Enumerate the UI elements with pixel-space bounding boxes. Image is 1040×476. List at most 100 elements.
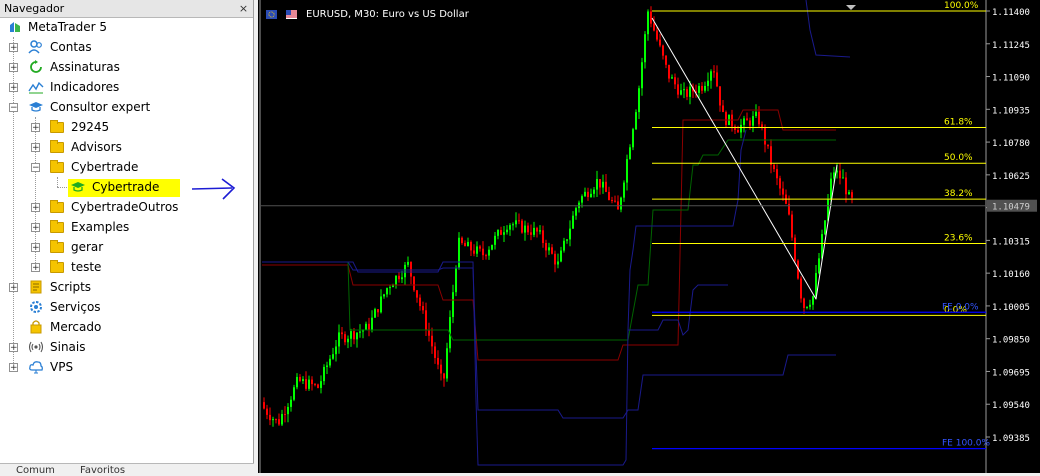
channel-upper (262, 109, 836, 361)
candle-body (266, 408, 268, 415)
candle-body (671, 77, 673, 79)
price-axis-label: 1.10935 (992, 106, 1030, 116)
candle-body (305, 379, 307, 389)
candle-body (842, 177, 844, 179)
candle-body (506, 229, 508, 233)
price-axis-label: 1.10005 (992, 303, 1030, 313)
collapse-icon[interactable]: − (31, 163, 40, 173)
tab-favoritos[interactable]: Favoritos (80, 465, 126, 476)
candle-body (296, 376, 298, 388)
tree-item-cybertradeoutros[interactable]: + CybertradeOutros (0, 197, 250, 217)
folder-icon (50, 260, 64, 273)
candle-body (605, 181, 607, 192)
tree-root-metatrader[interactable]: MetaTrader 5 (0, 17, 250, 37)
expand-icon[interactable]: + (31, 203, 40, 213)
candle-body (557, 261, 559, 265)
candle-body (422, 306, 424, 311)
candle-body (632, 129, 634, 148)
expand-icon[interactable]: + (31, 243, 40, 253)
candle-body (512, 224, 514, 226)
close-icon[interactable]: × (238, 2, 249, 15)
candle-body (338, 332, 340, 347)
tree-item-29245[interactable]: + 29245 (0, 117, 250, 137)
candle-body (356, 332, 358, 340)
candle-body (830, 178, 832, 200)
tree-item-mercado[interactable]: Mercado (0, 317, 250, 337)
candle-body (413, 276, 415, 291)
price-axis-label: 1.10315 (992, 237, 1030, 247)
candle-body (773, 164, 775, 170)
candle-body (746, 118, 748, 121)
candle-body (638, 88, 640, 113)
price-chart[interactable]: EURUSD, M30: Euro vs US Dollar 100.0% 61.… (258, 0, 1040, 473)
tree-item-gerar[interactable]: + gerar (0, 237, 250, 257)
expand-icon[interactable]: + (31, 263, 40, 273)
candle-body (752, 116, 754, 126)
expand-icon[interactable]: + (9, 343, 18, 353)
tree-item-teste[interactable]: + teste (0, 257, 250, 277)
candle-body (698, 85, 700, 93)
expand-icon[interactable]: + (9, 63, 18, 73)
tree-item-contas[interactable]: + Contas (0, 37, 250, 57)
accounts-icon (28, 40, 42, 54)
tab-comum[interactable]: Comum (16, 465, 55, 476)
candle-body (434, 346, 436, 358)
collapse-icon[interactable]: − (9, 103, 18, 113)
candle-body (470, 241, 472, 251)
expand-icon[interactable]: + (9, 83, 18, 93)
candle-body (653, 23, 655, 31)
tree-item-vps[interactable]: + VPS (0, 357, 250, 377)
candle-body (704, 85, 706, 91)
candle-body (851, 192, 853, 198)
tree-item-sinais[interactable]: + Sinais (0, 337, 250, 357)
candle-body (680, 90, 682, 95)
candle-body (500, 230, 502, 235)
tree-label: teste (71, 260, 102, 274)
candle-body (335, 346, 337, 355)
tree-label: Mercado (50, 320, 102, 334)
tree-item-servicos[interactable]: Serviços (0, 297, 250, 317)
candle-body (281, 414, 283, 425)
candle-body (347, 338, 349, 343)
tree-label: MetaTrader 5 (28, 20, 108, 34)
candle-body (401, 277, 403, 280)
folder-icon (50, 120, 64, 133)
eu-flag-icon (266, 10, 277, 19)
expand-icon[interactable]: + (31, 143, 40, 153)
candle-body (764, 127, 766, 145)
expand-icon[interactable]: + (9, 43, 18, 53)
candle-body (662, 45, 664, 56)
tree-item-cybertrade-folder[interactable]: − Cybertrade (0, 157, 250, 177)
chart-title: EURUSD, M30: Euro vs US Dollar (306, 9, 469, 20)
candle-body (323, 366, 325, 382)
candle-body (359, 331, 361, 333)
tree-item-scripts[interactable]: + Scripts (0, 277, 250, 297)
tree-item-cybertrade-expert[interactable]: Cybertrade (0, 177, 250, 197)
fe-level-label: FE 0.0% (942, 302, 979, 312)
candle-body (380, 296, 382, 313)
candle-body (602, 181, 604, 188)
candle-body (581, 196, 583, 203)
candle-body (848, 192, 850, 195)
fibo-trend-line (815, 164, 838, 300)
tree-item-assinaturas[interactable]: + Assinaturas (0, 57, 250, 77)
expand-icon[interactable]: + (9, 283, 18, 293)
tree-label: Cybertrade (71, 160, 139, 174)
folder-icon (50, 200, 64, 213)
tree-item-examples[interactable]: + Examples (0, 217, 250, 237)
candle-body (710, 71, 712, 81)
expand-icon[interactable]: + (31, 223, 40, 233)
navigator-panel: Navegador × MetaTrader 5 + Contas + Assi… (0, 0, 254, 476)
tree-label: Serviços (50, 300, 101, 314)
candle-body (395, 275, 397, 286)
candle-body (803, 298, 805, 308)
candle-body (503, 232, 505, 235)
expand-icon[interactable]: + (9, 363, 18, 373)
tree-item-advisors[interactable]: + Advisors (0, 137, 250, 157)
candle-body (455, 268, 457, 293)
candle-body (563, 240, 565, 251)
tree-item-consultor-expert[interactable]: − Consultor expert (0, 97, 250, 117)
price-axis-label: 1.09695 (992, 368, 1030, 378)
expand-icon[interactable]: + (31, 123, 40, 133)
tree-item-indicadores[interactable]: + Indicadores (0, 77, 250, 97)
